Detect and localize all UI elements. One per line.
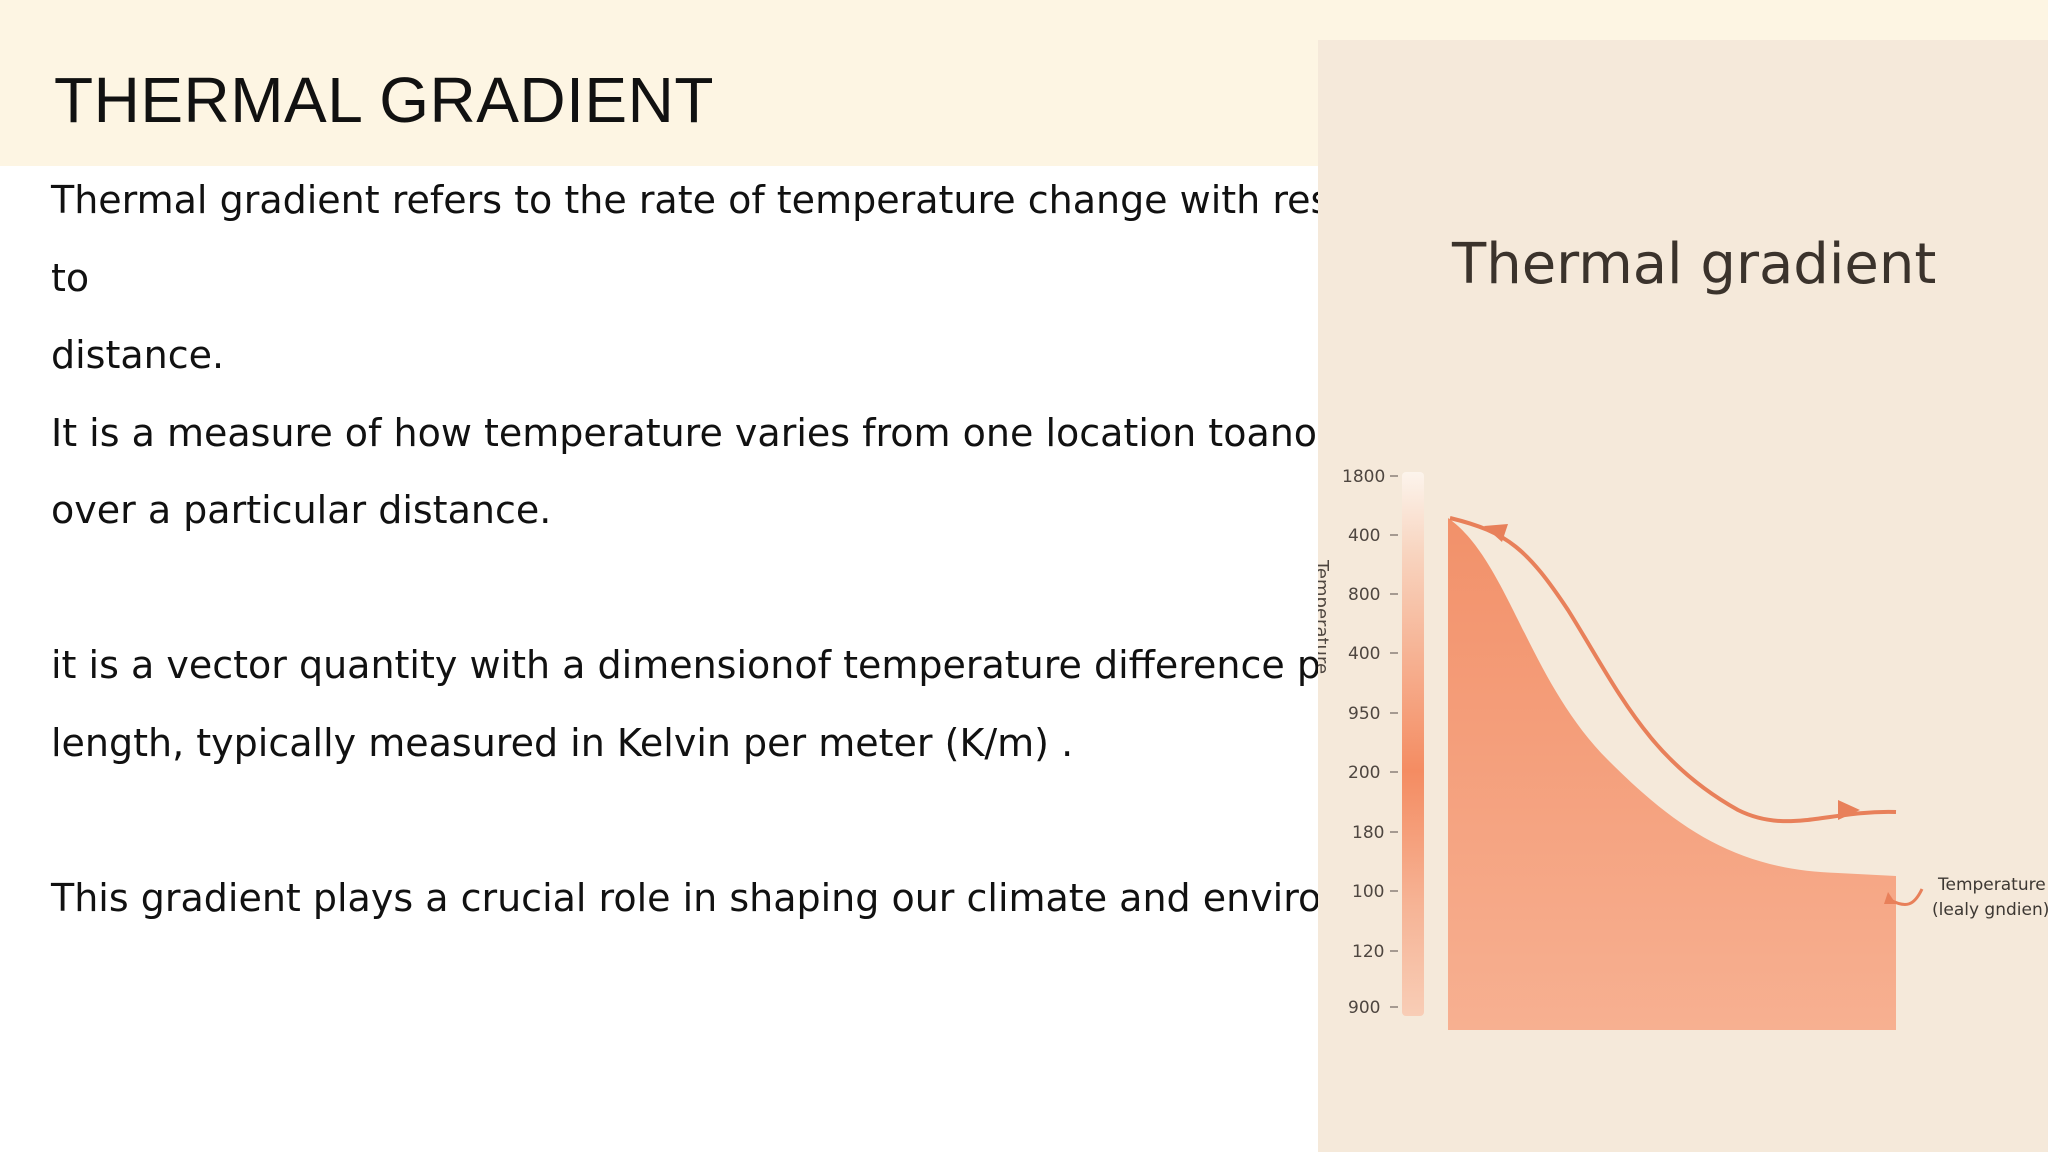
paragraph-line <box>51 552 1351 630</box>
tick-label: 200 <box>1348 763 1380 783</box>
y-axis-ticks: 1800 400 800 400 950 200 180 100 120 900 <box>1342 467 1398 1018</box>
tick-label: 100 <box>1352 882 1384 902</box>
arrow-head-icon <box>1838 800 1860 820</box>
annotation-line: (lealy gndien) <box>1932 900 2048 920</box>
axis-label: Temperature <box>1318 559 1332 674</box>
paragraph-line: over a particular distance. <box>51 488 552 532</box>
paragraph-line <box>51 784 1351 862</box>
slide-title: THERMAL GRADIENT <box>54 64 714 136</box>
body-text: Thermal gradient refers to the rate of t… <box>51 164 1383 939</box>
tick-label: 180 <box>1352 823 1384 843</box>
tick-label: 400 <box>1348 526 1380 546</box>
paragraph-line: It is a measure of how temperature varie… <box>51 410 1357 455</box>
paragraph-line: length, typically measured in Kelvin per… <box>51 720 1074 765</box>
annotation-arrow-head-icon <box>1884 892 1896 904</box>
temperature-bar <box>1402 472 1424 1016</box>
paragraph-line: distance. <box>51 333 225 377</box>
figure-title: Thermal gradient <box>1451 232 1936 297</box>
paragraph-line: it is a vector quantity with a dimension… <box>51 643 1345 687</box>
tick-label: 800 <box>1348 585 1380 605</box>
tick-label: 120 <box>1352 942 1384 962</box>
figure-illustration: Thermal gradient Temperature 1800 400 80… <box>1318 232 2048 1030</box>
paragraph-line: This gradient plays a crucial role in sh… <box>51 875 1383 920</box>
thermal-gradient-figure: Thermal gradient Temperature 1800 400 80… <box>1318 40 2048 1152</box>
paragraph-line: to <box>51 255 90 300</box>
gradient-arrow <box>1449 516 1897 824</box>
tick-label: 900 <box>1348 998 1380 1018</box>
tick-label: 400 <box>1348 644 1380 664</box>
tick-label: 1800 <box>1342 467 1385 487</box>
arrow-head-icon <box>1484 524 1508 542</box>
annotation-line: Temperature <box>1937 875 2046 895</box>
gradient-area <box>1448 518 1896 1030</box>
tick-label: 950 <box>1348 704 1380 724</box>
paragraph-line: Thermal gradient refers to the rate of t… <box>51 178 1355 222</box>
